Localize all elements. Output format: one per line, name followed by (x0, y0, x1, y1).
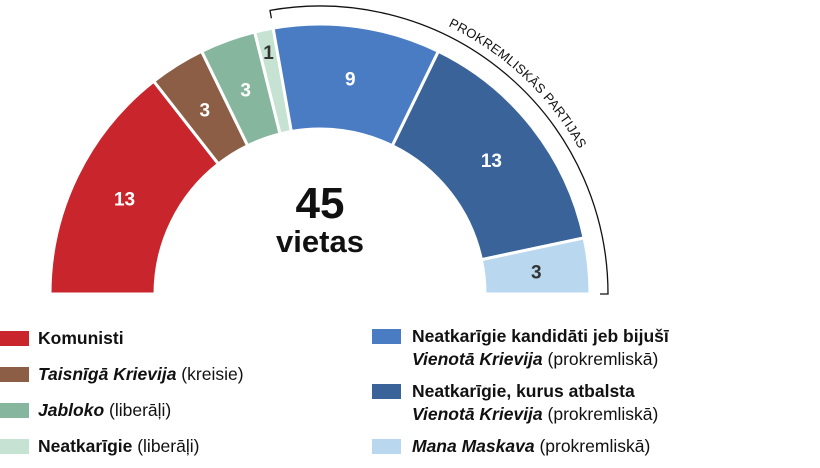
legend-swatch (372, 439, 401, 454)
legend-label-line: Mana Maskava (prokremliskā) (412, 436, 651, 456)
legend-label-line: Neatkarīgie kandidāti jeb bijušī (412, 326, 669, 346)
seat-count-label: 3 (240, 81, 251, 102)
legend-label-line: Taisnīgā Krievija (kreisie) (38, 364, 244, 384)
legend-label-line: Vienotā Krievija (prokremliskā) (412, 404, 659, 424)
total-seats-value: 45 (296, 179, 345, 228)
legend-label: Taisnīgā Krievija (kreisie) (38, 363, 244, 386)
seat-count-label: 1 (263, 43, 274, 64)
legend-label: Jabloko (liberāļi) (38, 399, 171, 422)
legend-swatch (0, 331, 29, 346)
legend-label: Neatkarīgie, kurus atbalsta Vienotā Kriev… (412, 380, 658, 426)
seat-count-label: 13 (114, 190, 135, 211)
legend-swatch (0, 403, 29, 418)
legend-swatch (0, 439, 29, 454)
legend-label-line: Jabloko (liberāļi) (38, 400, 172, 420)
seat-segments (48, 22, 592, 296)
total-seats-label: vietas (276, 224, 364, 259)
seat-segment (479, 236, 592, 296)
legend-label: Komunisti (38, 327, 124, 350)
legend-label-line: Vienotā Krievija (prokremliskā) (412, 349, 659, 369)
seat-count-label: 3 (199, 101, 210, 122)
legend-label: Neatkarīgie kandidāti jeb bijušī Vienotā … (412, 325, 669, 371)
legend-label: Neatkarīgie (liberāļi) (38, 435, 199, 458)
seat-count-label: 13 (481, 151, 502, 172)
seat-count-label: 3 (531, 262, 542, 283)
legend-swatch (0, 367, 29, 382)
legend-label-line: Neatkarīgie, kurus atbalsta (412, 381, 635, 401)
legend-swatch (372, 329, 401, 344)
seat-count-label: 9 (345, 70, 356, 91)
legend-label: Mana Maskava (prokremliskā) (412, 435, 650, 458)
legend-label-line: Komunisti (38, 328, 124, 348)
legend-label-line: Neatkarīgie (liberāļi) (38, 436, 200, 456)
legend-swatch (372, 384, 401, 399)
prokremlin-bracket (269, 5, 609, 295)
